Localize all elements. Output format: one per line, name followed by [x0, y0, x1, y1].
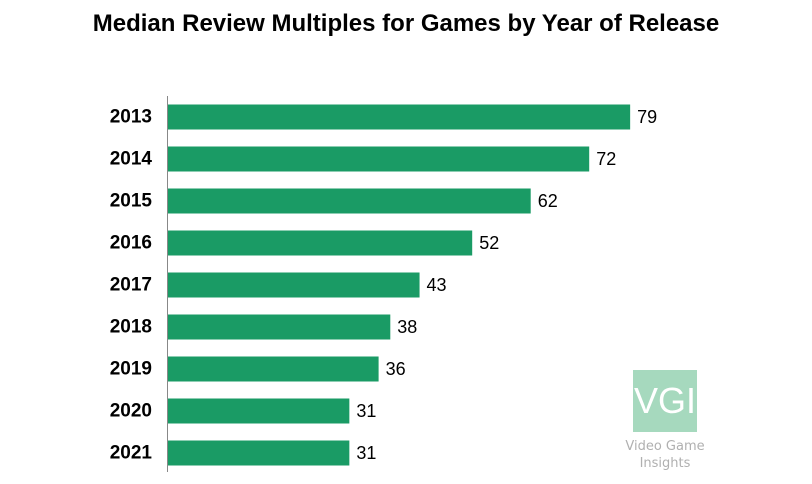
category-label-2017: 2017 — [110, 275, 152, 296]
vgi-logo-mark-text: VGI — [633, 380, 696, 421]
bar-2015 — [168, 188, 531, 214]
vgi-logo-line1: Video Game — [625, 439, 705, 454]
bar-2017 — [168, 272, 420, 298]
category-label-2013: 2013 — [110, 107, 152, 128]
vgi-logo-mark: VGI — [633, 370, 697, 432]
category-label-2015: 2015 — [110, 191, 153, 212]
bar-2014 — [168, 146, 590, 172]
value-label-2014: 72 — [596, 149, 616, 169]
bar-2020 — [168, 398, 350, 424]
category-label-2019: 2019 — [110, 359, 152, 380]
value-label-2021: 31 — [356, 443, 376, 463]
labels-layer: 2013 79 2014 72 2015 62 2016 52 2017 43 2018 38 2019… — [110, 107, 657, 464]
bar-2016 — [168, 230, 473, 256]
bar-2021 — [168, 440, 350, 466]
vgi-logo-caption: Video Game Insights — [621, 438, 709, 472]
value-label-2015: 62 — [538, 191, 558, 211]
category-label-2020: 2020 — [110, 401, 152, 422]
vgi-logo: VGI Video Game Insights — [621, 370, 709, 472]
vgi-logo-line2: Insights — [639, 456, 691, 471]
value-label-2016: 52 — [479, 233, 499, 253]
value-label-2018: 38 — [397, 317, 417, 337]
category-label-2014: 2014 — [110, 149, 153, 170]
bar-2019 — [168, 356, 379, 382]
value-label-2019: 36 — [386, 359, 406, 379]
category-label-2018: 2018 — [110, 317, 152, 338]
value-label-2013: 79 — [637, 107, 657, 127]
category-label-2021: 2021 — [110, 443, 153, 464]
value-label-2020: 31 — [356, 401, 376, 421]
bar-2013 — [168, 104, 631, 130]
bar-2018 — [168, 314, 391, 340]
value-label-2017: 43 — [427, 275, 447, 295]
category-label-2016: 2016 — [110, 233, 152, 254]
bars-layer — [168, 104, 631, 466]
chart-title: Median Review Multiples for Games by Yea… — [92, 10, 720, 37]
